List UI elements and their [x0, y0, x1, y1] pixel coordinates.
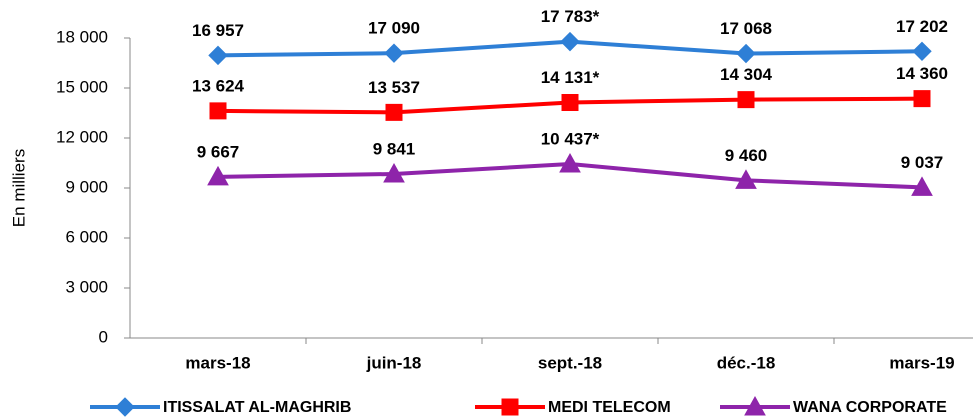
marker [115, 397, 135, 417]
data-label: 14 304 [720, 65, 773, 84]
data-label: 14 360 [896, 64, 948, 83]
x-tick-label: sept.-18 [538, 353, 602, 372]
data-label: 13 537 [368, 78, 420, 97]
marker [737, 91, 755, 109]
data-label: 17 202 [896, 17, 948, 36]
marker [560, 31, 580, 52]
data-label: 10 437* [541, 130, 600, 149]
data-label: 9 667 [197, 142, 240, 161]
y-tick-label: 15 000 [56, 77, 108, 96]
marker [735, 169, 757, 189]
marker [208, 45, 228, 66]
y-tick-label: 18 000 [56, 27, 108, 46]
data-label: 9 841 [373, 139, 416, 158]
data-label: 17 068 [720, 19, 772, 38]
data-label: 14 131* [541, 68, 600, 87]
x-tick-label: juin-18 [366, 353, 422, 372]
marker [744, 395, 766, 416]
marker [209, 102, 227, 120]
marker [385, 103, 403, 121]
x-tick-label: mars-18 [185, 353, 250, 372]
marker [913, 90, 931, 108]
data-label: 9 037 [901, 153, 944, 172]
x-tick-label: déc.-18 [717, 353, 776, 372]
marker [559, 153, 581, 173]
marker [207, 165, 229, 186]
legend-label: MEDI TELECOM [548, 399, 671, 416]
y-tick-label: 9 000 [65, 177, 108, 196]
marker [384, 43, 404, 63]
marker [911, 176, 933, 196]
data-label: 17 783* [541, 7, 600, 26]
y-tick-label: 12 000 [56, 127, 108, 146]
legend-label: ITISSALAT AL-MAGHRIB [163, 399, 351, 416]
y-tick-label: 3 000 [65, 277, 108, 296]
marker [912, 41, 932, 62]
data-label: 16 957 [192, 21, 244, 40]
marker [561, 93, 579, 111]
marker [383, 162, 405, 183]
y-tick-label: 6 000 [65, 227, 108, 246]
data-label: 9 460 [725, 146, 768, 165]
y-axis-label: En milliers [9, 149, 28, 227]
legend-label: WANA CORPORATE [793, 399, 947, 416]
marker [736, 43, 756, 64]
x-tick-label: mars-19 [889, 353, 954, 372]
y-tick-label: 0 [99, 327, 108, 346]
data-label: 17 090 [368, 19, 420, 38]
data-label: 13 624 [192, 76, 245, 95]
marker [501, 398, 519, 416]
